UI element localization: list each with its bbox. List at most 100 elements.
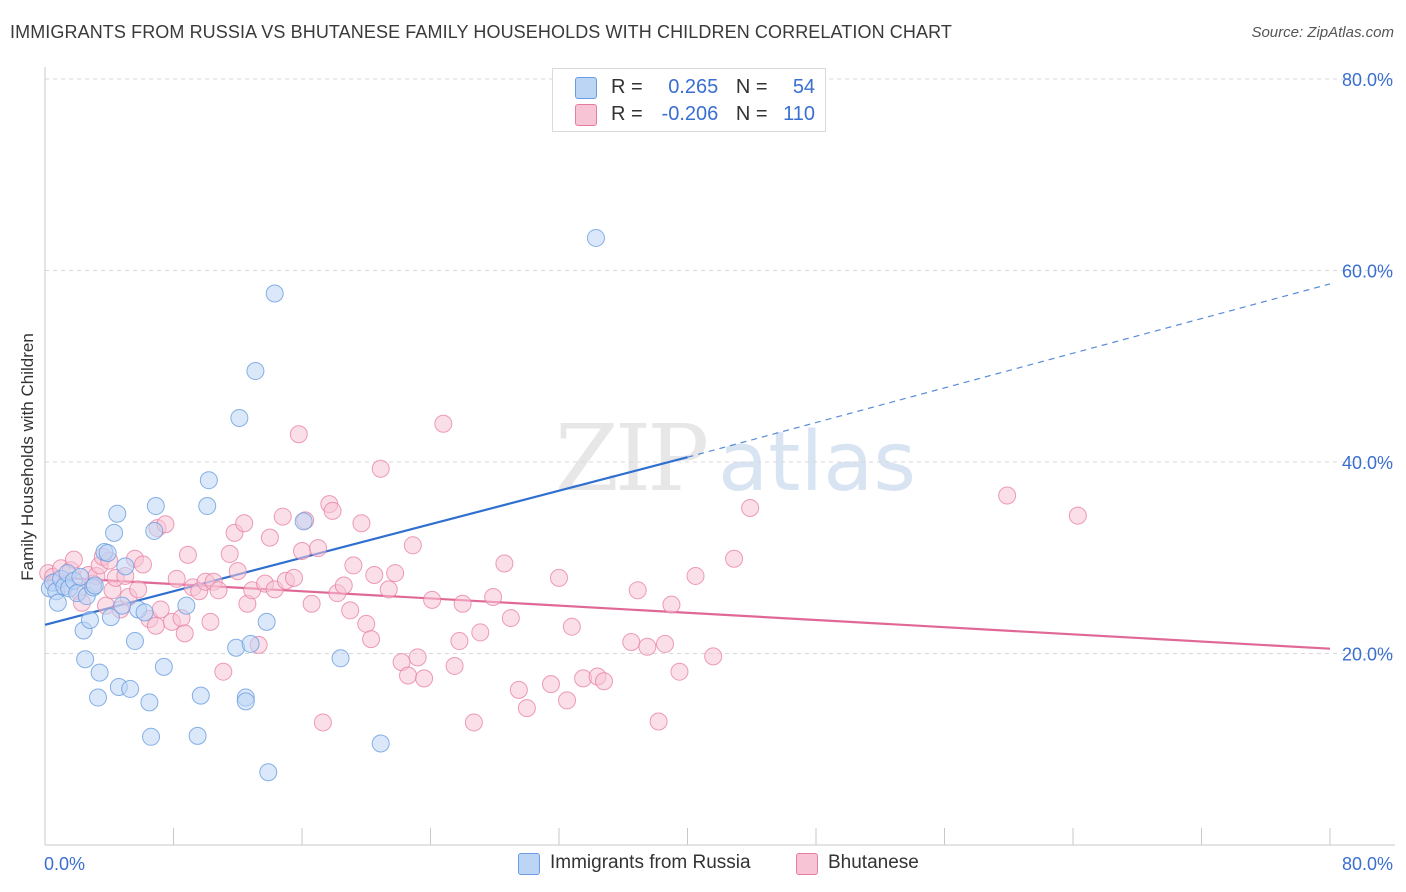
data-point-bhutanese [638, 637, 657, 656]
y-tick-label: 20.0% [1342, 645, 1393, 665]
data-point-bhutanese [450, 632, 469, 651]
data-point-russia [146, 497, 165, 516]
y-tick-label: 60.0% [1342, 262, 1393, 282]
data-point-bhutanese [228, 562, 247, 581]
data-point-russia [71, 567, 90, 586]
data-point-bhutanese [209, 581, 228, 600]
data-point-bhutanese [146, 616, 165, 635]
data-point-russia [101, 608, 120, 627]
data-point-bhutanese [323, 501, 342, 520]
data-point-bhutanese [379, 580, 398, 599]
data-point-bhutanese [1068, 506, 1087, 525]
data-point-russia [90, 663, 109, 682]
data-point-russia [241, 634, 260, 653]
x-tick-label-min: 0.0% [44, 854, 85, 874]
trend-line-bhutanese [44, 575, 1331, 650]
legend-label-bhutanese: Bhutanese [828, 852, 919, 873]
legend-r-label: R = [611, 103, 643, 125]
gridlines [45, 78, 1395, 654]
trend-line-russia [44, 456, 688, 626]
data-point-bhutanese [133, 555, 152, 574]
data-point-russia [294, 512, 313, 531]
data-point-russia [76, 650, 95, 669]
data-point-bhutanese [386, 564, 405, 583]
data-point-bhutanese [656, 634, 675, 653]
data-point-bhutanese [741, 498, 760, 517]
data-point-bhutanese [484, 588, 503, 607]
data-point-bhutanese [509, 680, 528, 699]
data-point-russia [98, 543, 117, 562]
data-point-bhutanese [415, 669, 434, 688]
data-point-bhutanese [365, 565, 384, 584]
y-tick-label: 40.0% [1342, 453, 1393, 473]
data-point-bhutanese [344, 556, 363, 575]
data-point-bhutanese [309, 539, 328, 558]
data-point-bhutanese [273, 507, 292, 526]
correlation-legend: R = 0.265 N = 54 R = -0.206 N = 110 [552, 68, 826, 132]
data-point-russia [236, 692, 255, 711]
data-point-bhutanese [558, 691, 577, 710]
data-point-bhutanese [998, 486, 1017, 505]
data-point-bhutanese [293, 542, 311, 561]
data-point-bhutanese [670, 662, 689, 681]
x-tick-label-max: 80.0% [1342, 854, 1393, 874]
legend-swatch-bhutanese [796, 853, 818, 875]
axes [44, 67, 1395, 846]
data-point-russia [89, 688, 108, 707]
data-point-bhutanese [220, 544, 239, 563]
data-point-russia [199, 471, 218, 490]
data-point-bhutanese [464, 713, 483, 732]
data-point-bhutanese [313, 713, 332, 732]
data-point-bhutanese [541, 675, 560, 694]
data-point-russia [586, 228, 605, 247]
data-point-russia [177, 596, 196, 615]
data-point-russia [331, 649, 350, 668]
source-credit: Source: ZipAtlas.com [1251, 24, 1394, 41]
data-point-russia [259, 763, 278, 782]
data-point-russia [230, 408, 249, 427]
y-tick-label: 80.0% [1342, 70, 1393, 90]
data-point-bhutanese [334, 576, 353, 595]
data-point-russia [80, 610, 99, 629]
data-point-russia [85, 576, 104, 595]
data-point-russia [257, 612, 276, 631]
data-point-bhutanese [289, 425, 308, 444]
data-point-bhutanese [517, 699, 536, 718]
data-point-bhutanese [408, 648, 427, 667]
data-point-russia [265, 284, 284, 303]
data-point-bhutanese [445, 656, 464, 675]
data-point-russia [125, 632, 144, 651]
data-point-bhutanese [214, 662, 233, 681]
data-point-bhutanese [686, 566, 705, 585]
data-point-bhutanese [704, 647, 723, 666]
data-point-russia [113, 596, 132, 615]
data-point-bhutanese [235, 514, 254, 533]
data-point-russia [135, 603, 154, 622]
data-point-russia [145, 521, 164, 540]
trend-line-russia-extension [687, 283, 1331, 458]
data-point-russia [116, 557, 135, 576]
chart-title: IMMIGRANTS FROM RUSSIA VS BHUTANESE FAMI… [10, 22, 952, 42]
data-point-bhutanese [403, 536, 422, 555]
data-point-bhutanese [399, 666, 418, 685]
legend-r-value-russia: 0.265 [668, 76, 719, 98]
data-point-bhutanese [594, 672, 613, 691]
data-point-bhutanese [550, 568, 568, 587]
data-point-russia [246, 362, 265, 381]
data-point-russia [140, 693, 159, 712]
data-point-bhutanese [260, 528, 279, 547]
data-point-bhutanese [167, 569, 186, 588]
data-point-bhutanese [501, 609, 520, 628]
data-point-bhutanese [371, 459, 390, 478]
data-point-russia [121, 679, 140, 698]
legend-label-russia: Immigrants from Russia [550, 852, 751, 873]
legend-swatch-bhutanese [575, 104, 597, 126]
legend-r-value-bhutanese: -0.206 [661, 103, 719, 125]
data-point-bhutanese [453, 594, 472, 613]
data-point-bhutanese [352, 514, 371, 533]
legend-swatch-russia [575, 77, 597, 99]
legend-swatch-russia [518, 853, 540, 875]
data-point-bhutanese [725, 549, 744, 568]
data-point-russia [188, 726, 207, 745]
